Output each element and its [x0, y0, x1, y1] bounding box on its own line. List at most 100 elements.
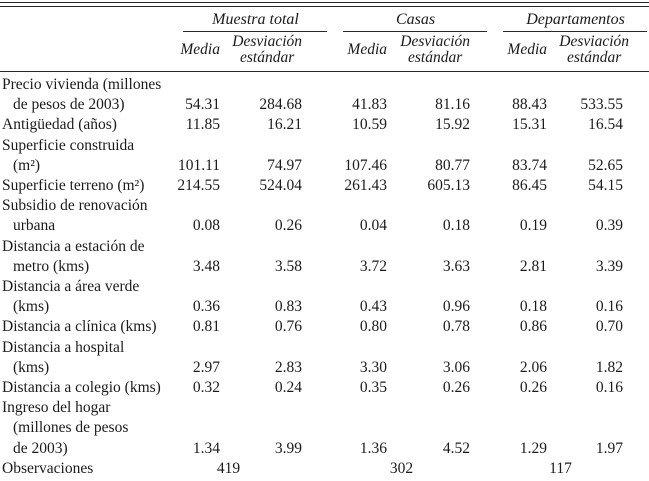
cell-value: 54.15: [588, 177, 624, 195]
cell-value: 0.19: [519, 217, 548, 235]
cell-value: 3.63: [442, 257, 471, 275]
sd-line1: Desviación: [559, 32, 630, 50]
row-label-line: (m²): [13, 156, 41, 174]
cell-value: 54.31: [185, 96, 220, 114]
subheader-row: Media Desviación estándar Media Desviació…: [0, 32, 649, 72]
cell-value: 0.96: [442, 298, 471, 316]
row-label: Observaciones: [0, 459, 175, 479]
column-gap: [470, 378, 484, 398]
row-label-line: Distancia a hospital: [2, 338, 125, 356]
media-label: Media: [180, 41, 220, 58]
table-body: Precio vivienda (millones de pesos de 200…: [0, 72, 649, 480]
cell-value: 214.55: [177, 177, 220, 195]
cell-value: 0.16: [595, 379, 624, 397]
descriptive-statistics-table: Muestra total Casas Departamentos Media: [0, 7, 649, 479]
cell-value: 0.26: [442, 379, 471, 397]
table-row: Subsidio de renovación urbana 0.08 0.26 0.04…: [0, 196, 649, 236]
row-label-line: Distancia a estación de: [2, 237, 145, 255]
cell-value: 1.29: [519, 439, 548, 457]
observations-value: 117: [549, 459, 572, 477]
group-underline-rule: [503, 31, 648, 32]
table-top-double-rule: [0, 2, 649, 7]
table-row: Precio vivienda (millones de pesos de 200…: [0, 72, 649, 116]
cell-value: 3.58: [274, 257, 303, 275]
row-label-line: Distancia a colegio (kms): [2, 379, 161, 397]
row-label: Distancia a estación de metro (kms): [0, 237, 175, 277]
row-label-line: Subsidio de renovación: [2, 197, 148, 215]
row-label-line: de pesos de 2003): [13, 96, 125, 114]
cell-value: 0.78: [442, 318, 471, 336]
sd-line2: estándar: [408, 48, 463, 66]
cell-value: 1.82: [595, 358, 624, 376]
row-label-line: (millones de pesos: [13, 419, 129, 437]
cell-value: 0.18: [442, 217, 471, 235]
cell-value: 0.81: [192, 318, 220, 336]
row-label-line: metro (kms): [13, 257, 90, 275]
sd-line2: estándar: [567, 48, 622, 66]
column-gap: [470, 32, 485, 72]
sd-label: Desviación estándar: [232, 33, 302, 66]
cell-value: 16.21: [267, 116, 303, 134]
column-gap: [470, 237, 484, 277]
table-row: Superficie construida (m²) 101.11 74.97 107.…: [0, 136, 649, 176]
cell-value: 10.59: [352, 116, 388, 134]
column-gap: [470, 338, 484, 378]
column-gap: [470, 7, 484, 32]
column-gap: [470, 115, 484, 135]
cell-value: 52.65: [588, 156, 624, 174]
row-label-line: Precio vivienda (millones: [2, 76, 162, 93]
cell-value: 2.06: [519, 358, 548, 376]
group-underline-rule: [343, 31, 488, 32]
group-label: Muestra total: [212, 10, 299, 28]
cell-value: 2.83: [274, 358, 303, 376]
column-gap: [470, 72, 484, 116]
group-label: Casas: [395, 10, 436, 28]
cell-value: 3.30: [359, 358, 388, 376]
cell-value: 533.55: [580, 96, 624, 114]
subheader-media-muestra: Media: [175, 32, 220, 72]
group-underline-rule: [183, 31, 327, 32]
cell-value: 3.39: [595, 257, 624, 275]
cell-value: 0.04: [359, 217, 388, 235]
cell-value: 88.43: [512, 96, 548, 114]
cell-value: 11.85: [185, 116, 220, 134]
cell-value: 81.16: [435, 96, 471, 114]
column-gap: [302, 32, 308, 72]
column-gap: [470, 277, 484, 317]
cell-value: 0.76: [274, 318, 303, 336]
row-label-line: Observaciones: [2, 459, 94, 477]
cell-value: 1.34: [192, 439, 220, 457]
group-header-row: Muestra total Casas Departamentos: [0, 7, 649, 32]
table-row: Superficie terreno (m²) 214.55 524.04 261.4…: [0, 176, 649, 196]
cell-value: 41.83: [352, 96, 388, 114]
table-row: Distancia a clínica (kms) 0.81 0.76 0.80 0.7…: [0, 317, 649, 337]
cell-value: 3.72: [359, 257, 388, 275]
row-label-line: Antigüedad (años): [2, 116, 117, 134]
cell-value: 3.48: [192, 257, 220, 275]
media-label: Media: [507, 41, 548, 58]
cell-value: 0.26: [274, 217, 303, 235]
column-gap: [470, 459, 484, 479]
cell-value: 3.99: [274, 439, 303, 457]
cell-value: 80.77: [435, 156, 471, 174]
column-gap: [470, 317, 484, 337]
row-label-line: (kms): [13, 298, 50, 316]
row-label-line: (kms): [13, 358, 50, 376]
cell-value: 0.32: [192, 379, 220, 397]
sd-label: Desviación estándar: [400, 32, 471, 66]
table-row: Distancia a colegio (kms) 0.32 0.24 0.35 0.2…: [0, 378, 649, 398]
row-label-line: de 2003): [13, 439, 68, 457]
sd-line1: Desviación: [400, 32, 471, 50]
cell-value: 74.97: [267, 156, 303, 174]
cell-value: 107.46: [344, 156, 388, 174]
row-label: Distancia a colegio (kms): [0, 378, 175, 398]
table-row: Observaciones 419 302 117: [0, 459, 649, 479]
row-label: Antigüedad (años): [0, 115, 175, 135]
row-label-line: Superficie construida: [2, 136, 135, 154]
subheader-sd-casas: Desviación estándar: [387, 32, 471, 72]
cell-value: 2.81: [519, 257, 548, 275]
cell-value: 0.18: [519, 298, 548, 316]
table-row: Distancia a hospital (kms) 2.97 2.83 3.30 3.0…: [0, 338, 649, 378]
column-gap: [470, 196, 484, 236]
